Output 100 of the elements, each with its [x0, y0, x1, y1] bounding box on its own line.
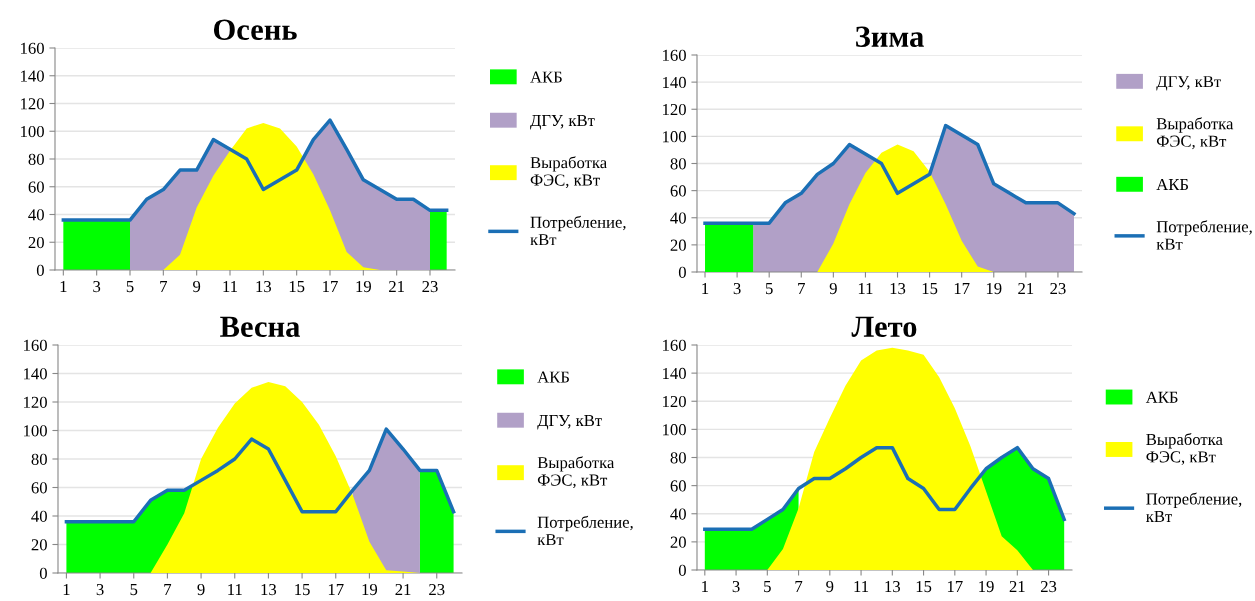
x-tick-label: 7	[164, 584, 172, 595]
x-tick-label: 15	[295, 583, 310, 596]
y-tick-label: 80	[31, 453, 47, 465]
x-tick-label: 11	[858, 282, 873, 294]
y-tick-label: 160	[663, 49, 686, 61]
y-tick-label: 120	[663, 103, 686, 116]
y-tick-label: 100	[24, 425, 47, 437]
y-tick-label: 100	[663, 424, 686, 436]
y-tick-label: 40	[670, 508, 686, 520]
y-tick-label: 140	[663, 76, 686, 89]
legend-label: АКБ	[1156, 179, 1188, 190]
x-tick-label: 1	[60, 280, 67, 292]
x-tick-label: 9	[826, 580, 834, 593]
y-tick-label: 60	[28, 181, 44, 193]
y-tick-label: 20	[28, 236, 44, 249]
chart-title: Осень	[213, 19, 297, 40]
y-tick-label: 60	[670, 185, 686, 197]
legend-label: ДГУ, кВт	[537, 415, 602, 430]
y-tick-label: 20	[670, 239, 686, 251]
legend-label: Потребление, кВт	[537, 515, 633, 546]
x-tick-label: 5	[126, 281, 134, 293]
legend-label: Выработка ФЭС, кВт	[530, 156, 607, 189]
x-tick-label: 11	[228, 583, 242, 595]
y-tick-label: 40	[670, 212, 686, 224]
x-tick-label: 5	[130, 584, 138, 596]
y-tick-label: 40	[28, 209, 44, 221]
legend-label: ДГУ, кВт	[530, 115, 595, 130]
legend-label: Потребление, кВт	[1146, 492, 1242, 522]
x-tick-label: 17	[328, 583, 344, 595]
x-tick-label: 11	[223, 280, 238, 292]
x-tick-label: 3	[96, 583, 104, 596]
chart-title: Лето	[851, 316, 917, 337]
legend-label: АКБ	[537, 371, 569, 383]
x-tick-label: 7	[795, 581, 803, 592]
legend-label: АКБ	[1145, 391, 1178, 403]
y-tick-label: 160	[24, 339, 47, 351]
x-tick-label: 9	[197, 583, 205, 596]
x-tick-label: 5	[764, 581, 771, 593]
x-tick-label: 19	[356, 280, 371, 293]
y-tick-label: 120	[24, 396, 47, 408]
y-tick-label: 140	[21, 70, 44, 82]
x-tick-label: 9	[193, 280, 201, 293]
chart-title: Весна	[220, 316, 300, 337]
y-tick-label: 0	[36, 264, 44, 276]
x-tick-label: 3	[732, 580, 740, 593]
x-tick-label: 9	[829, 282, 837, 295]
x-tick-label: 3	[93, 280, 101, 293]
y-tick-label: 140	[663, 367, 686, 380]
y-tick-label: 60	[31, 482, 47, 494]
x-tick-label: 7	[798, 283, 805, 294]
legend-label: Выработка ФЭС, кВт	[1156, 117, 1234, 150]
y-tick-label: 100	[663, 131, 686, 143]
x-tick-label: 13	[890, 282, 906, 295]
x-tick-label: 13	[261, 583, 277, 596]
legend-label: ДГУ, кВт	[1156, 76, 1221, 91]
y-tick-label: 120	[21, 98, 44, 110]
x-tick-label: 15	[289, 280, 305, 293]
y-tick-label: 100	[21, 125, 44, 138]
y-tick-label: 0	[678, 564, 686, 576]
x-tick-label: 21	[1009, 580, 1025, 592]
y-tick-label: 80	[670, 158, 686, 170]
line-series	[64, 427, 456, 524]
y-tick-label: 60	[670, 480, 686, 492]
legend-label: Выработка ФЭС, кВт	[1146, 432, 1223, 465]
x-tick-label: 17	[947, 580, 963, 592]
x-tick-label: 17	[323, 280, 338, 292]
x-tick-label: 21	[395, 583, 411, 595]
line-series	[703, 445, 1066, 531]
legend-label: АКБ	[530, 71, 562, 83]
y-tick-label: 160	[663, 339, 686, 351]
x-tick-label: 15	[916, 580, 932, 593]
x-tick-label: 1	[63, 583, 70, 595]
x-tick-label: 21	[1018, 282, 1034, 294]
y-tick-label: 120	[663, 395, 686, 408]
y-tick-label: 40	[31, 510, 47, 522]
x-tick-label: 1	[702, 580, 708, 592]
x-tick-label: 11	[854, 580, 869, 592]
y-tick-label: 20	[31, 539, 47, 551]
legend-label: Потребление, кВт	[530, 215, 626, 246]
x-tick-label: 19	[362, 583, 378, 596]
x-tick-label: 23	[429, 583, 445, 596]
x-tick-label: 23	[1040, 580, 1057, 593]
y-tick-label: 0	[39, 567, 47, 579]
x-tick-label: 7	[160, 281, 168, 292]
line-series	[703, 123, 1076, 225]
y-tick-label: 0	[678, 266, 686, 278]
x-tick-label: 21	[389, 280, 404, 292]
x-tick-label: 13	[256, 280, 272, 293]
x-tick-label: 15	[922, 282, 938, 295]
y-tick-label: 160	[21, 42, 44, 54]
x-tick-label: 3	[733, 282, 741, 295]
x-tick-label: 17	[954, 282, 970, 294]
x-tick-label: 13	[885, 580, 900, 593]
y-tick-label: 20	[670, 536, 686, 548]
legend-label: Потребление, кВт	[1156, 220, 1252, 250]
x-tick-label: 23	[422, 280, 438, 293]
y-tick-label: 80	[670, 452, 686, 464]
x-tick-label: 5	[765, 283, 773, 295]
legend-label: Выработка ФЭС, кВт	[537, 456, 615, 489]
y-tick-label: 80	[28, 153, 44, 165]
